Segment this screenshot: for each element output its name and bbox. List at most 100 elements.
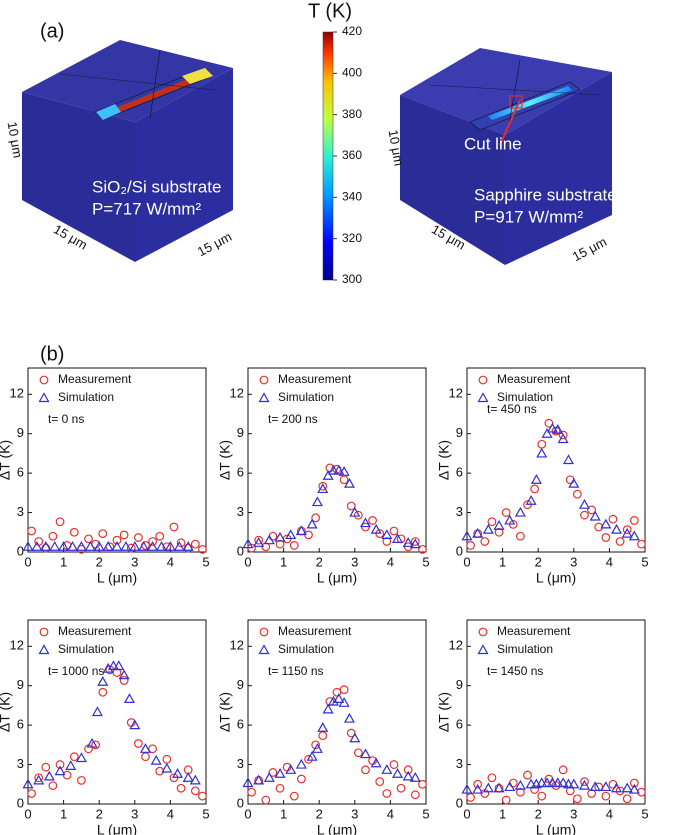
y-axis-label: ΔT (K) <box>0 692 13 732</box>
x-tick-label: 3 <box>351 554 358 569</box>
simulation-point <box>600 781 612 792</box>
measurement-point <box>141 752 150 762</box>
measurement-point <box>410 537 420 546</box>
simulation-point <box>504 514 516 525</box>
panel-label: (b) <box>40 343 64 365</box>
measurement-point <box>494 527 504 537</box>
simulation-point <box>557 433 569 444</box>
measurement-point <box>594 522 604 532</box>
y-axis-label: ΔT (K) <box>0 440 13 480</box>
measurement-point <box>84 534 93 544</box>
measurement-point <box>523 770 532 780</box>
legend-marker <box>39 627 49 637</box>
simulation-point <box>568 778 580 789</box>
measurement-point <box>297 774 306 784</box>
colorbar-title: T (K) <box>308 0 352 22</box>
simulation-point <box>253 537 265 547</box>
simulation-point <box>242 538 254 549</box>
measurement-point <box>339 685 349 695</box>
simulation-point <box>75 752 87 763</box>
measurement-point <box>516 531 525 541</box>
simulation-point <box>311 743 323 753</box>
dim-label: 15 μm <box>570 234 609 264</box>
annotation: t= 450 ns <box>487 402 537 416</box>
simulation-point <box>111 541 123 551</box>
dim-label: 15 μm <box>195 229 234 259</box>
simulation-point <box>541 777 553 788</box>
legend-label: Simulation <box>58 390 114 404</box>
simulation-point <box>22 778 34 789</box>
y-tick-label: 6 <box>237 465 244 480</box>
plot-frame <box>247 619 427 805</box>
simulation-point <box>546 777 558 788</box>
measurement-point <box>629 778 639 788</box>
measurement-point <box>69 527 79 537</box>
measurement-point <box>155 531 165 541</box>
measurement-point <box>261 795 271 805</box>
simulation-point <box>113 660 125 671</box>
cut-line-label: Cut line <box>464 134 522 153</box>
measurement-point <box>119 676 129 685</box>
y-tick-label: 12 <box>449 386 463 401</box>
y-tick-label: 0 <box>17 543 24 558</box>
measurement-point <box>198 544 207 554</box>
legend-label: Measurement <box>278 372 352 386</box>
simulation-point <box>31 541 43 551</box>
measurement-point <box>176 783 186 793</box>
measurement-point <box>622 794 632 804</box>
measurement-point <box>27 789 36 798</box>
y-tick-label: 3 <box>237 504 244 519</box>
y-axis-label: ΔT (K) <box>217 692 233 732</box>
legend-label: Simulation <box>58 642 114 656</box>
measurement-point <box>501 795 511 805</box>
measurement-point <box>133 533 143 542</box>
simulation-point <box>343 477 355 488</box>
measurement-point <box>55 760 65 769</box>
y-tick-label: 12 <box>10 386 24 401</box>
simulation-point <box>461 783 473 794</box>
measurement-point <box>558 765 568 775</box>
measurement-point <box>275 539 285 549</box>
colorbar-tick-label: 300 <box>342 272 362 286</box>
simulation-point <box>54 765 66 776</box>
measurement-point <box>466 541 475 550</box>
simulation-point <box>285 764 297 774</box>
y-tick-label: 0 <box>17 795 24 810</box>
x-tick-label: 5 <box>422 806 429 821</box>
measurement-point <box>558 430 568 440</box>
measurement-point <box>389 526 399 536</box>
simulation-point <box>562 454 574 465</box>
colorbar-tick-label: 360 <box>342 148 362 162</box>
measurement-point <box>375 777 385 787</box>
x-tick-label: 3 <box>570 806 577 821</box>
legend-label: Simulation <box>278 642 334 656</box>
simulation-point <box>182 771 194 782</box>
power-label: P=917 W/mm² <box>474 207 583 226</box>
x-axis-label: L (μm) <box>97 570 137 586</box>
measurement-point <box>382 789 392 798</box>
colorbar-tick-label: 340 <box>342 190 362 204</box>
simulation-point <box>409 771 421 782</box>
simulation-point <box>161 762 173 773</box>
power-label: P=717 W/mm² <box>92 199 201 218</box>
x-axis-label: L (μm) <box>317 570 357 586</box>
measurement-point <box>637 539 646 549</box>
simulation-point <box>97 676 109 686</box>
simulation-point <box>118 669 130 680</box>
measurement-point <box>98 529 108 538</box>
simulation-point <box>552 424 564 434</box>
simulation-point <box>322 470 334 480</box>
simulation-point <box>621 782 633 793</box>
y-axis-label: ΔT (K) <box>217 440 233 480</box>
legend-marker <box>39 375 49 385</box>
legend-label: Measurement <box>497 624 571 638</box>
simulation-point <box>333 693 345 703</box>
measurement-point <box>601 533 611 542</box>
measurement-point <box>69 752 79 762</box>
x-tick-label: 3 <box>351 806 358 821</box>
measurement-point <box>537 791 547 801</box>
simulation-point <box>58 541 70 551</box>
simulation-point <box>189 774 201 785</box>
measurement-point <box>148 744 158 754</box>
measurement-point <box>353 510 363 520</box>
